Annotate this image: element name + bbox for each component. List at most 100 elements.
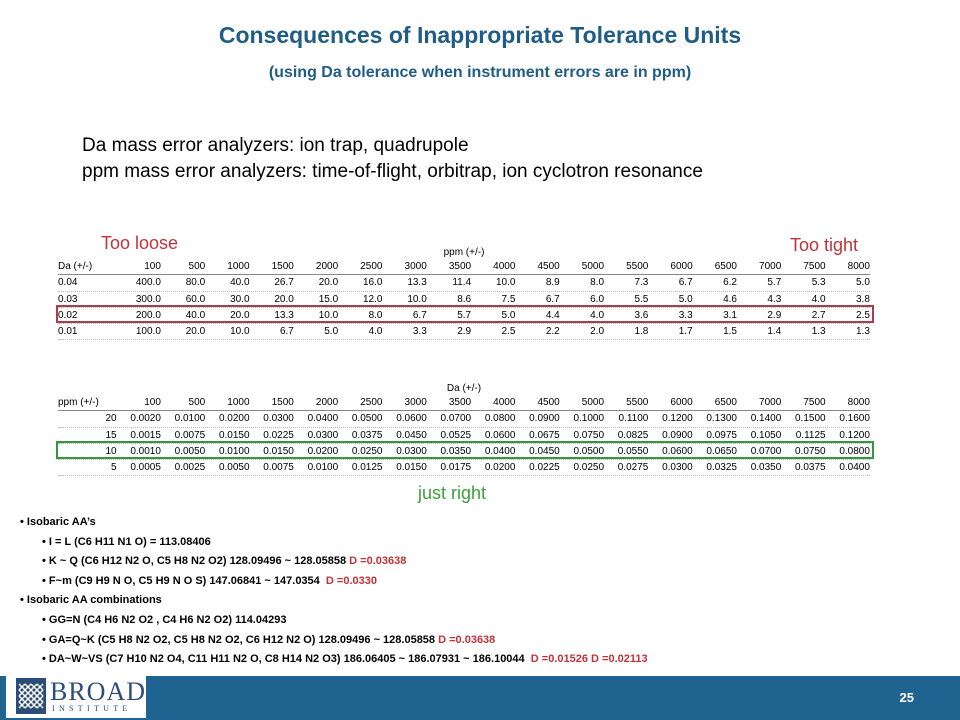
table-cell: 0.0225 [529, 462, 560, 474]
column-header: 5000 [581, 261, 605, 272]
table-cell: 3.6 [634, 309, 649, 321]
table-cell: 0.0010 [130, 445, 161, 457]
table-cell: 0.1050 [750, 429, 782, 441]
bullet-text: Isobaric AA’s [26, 516, 96, 528]
intro-line-ppm: ppm mass error analyzers: time-of-flight… [82, 161, 703, 182]
table-cell: 8.0 [368, 309, 383, 321]
row-label: 20 [105, 413, 117, 425]
table-cell: 0.0600 [396, 413, 427, 425]
table-cell: 80.0 [185, 277, 206, 289]
column-header: 7000 [759, 261, 782, 272]
logo-subtext: INSTITUTE [52, 704, 132, 713]
table-cell: 0.0025 [174, 462, 206, 474]
table-cell: 40.0 [185, 309, 206, 321]
table-cell: 0.0400 [307, 413, 339, 425]
table-cell: 0.0975 [706, 429, 737, 441]
table-cell: 0.0500 [351, 413, 383, 425]
table-cell: 0.0200 [484, 462, 516, 474]
table-cell: 4.0 [811, 293, 826, 305]
table-cell: 0.0525 [440, 429, 472, 441]
table-cell: 7.3 [634, 277, 649, 289]
column-header: 6500 [714, 397, 737, 408]
column-header: 6000 [670, 261, 693, 272]
table-cell: 6.7 [545, 293, 560, 305]
bullet-dot-icon: • [20, 516, 27, 528]
bullet-dot-icon: • [42, 613, 49, 626]
column-header: 8000 [847, 397, 870, 408]
table-cell: 2.0 [590, 326, 605, 338]
bullet-text: F~m (C9 H9 N O, C5 H9 N O S) 147.06841 ~… [48, 574, 326, 587]
table-cell: 5.7 [767, 277, 782, 289]
table-cell: 0.0075 [263, 462, 294, 474]
table-cell: 300.0 [135, 293, 161, 305]
table-cell: 6.0 [590, 293, 605, 305]
bullet-item: • Isobaric AA combinations [20, 591, 648, 611]
table-cell: 1.3 [811, 326, 826, 338]
table-cell: 7.5 [501, 293, 516, 305]
table-cell: 0.0300 [662, 462, 693, 474]
table-cell: 5.0 [501, 309, 516, 321]
table-cell: 0.0300 [263, 413, 294, 425]
table-cell: 0.1300 [706, 413, 737, 425]
table-cell: 5.0 [324, 326, 339, 338]
table-cell: 0.0900 [529, 413, 560, 425]
ppm-conversion-table: ppm (+/-) Da (+/-) 100 500 1000 1500 2000 2500 3… [58, 247, 870, 341]
table-header-row: Da (+/-) 100 500 1000 1500 2000 2500 3000 3500 40… [58, 259, 870, 276]
bullet-dot-icon: • [42, 653, 49, 666]
bullet-dot-icon: • [42, 633, 49, 646]
table-cell: 0.0250 [351, 445, 383, 457]
table-cell: 26.7 [274, 277, 294, 289]
column-header: 6500 [714, 261, 737, 272]
column-header: 1000 [227, 397, 250, 408]
table-cell: 0.0250 [573, 462, 605, 474]
just-right-highlight [56, 441, 874, 459]
table-cell: 20.0 [230, 309, 250, 321]
table-cell: 0.0200 [307, 445, 339, 457]
table-cell: 10.0 [407, 293, 427, 305]
column-header: 4000 [493, 397, 516, 408]
column-header: 100 [144, 397, 161, 408]
column-header: 3500 [448, 261, 472, 272]
table-cell: 13.3 [274, 309, 294, 321]
table-cell: 6.7 [279, 326, 294, 338]
slide-title: Consequences of Inappropriate Tolerance … [218, 22, 742, 48]
table-cell: 0.0300 [307, 429, 339, 441]
table-row: 10 0.0010 0.0050 0.0100 0.0150 0.0200 0.0250 0.… [58, 444, 870, 461]
row-label: 0.02 [58, 309, 78, 321]
table-cell: 40.0 [230, 277, 250, 289]
intro-line-da: Da mass error analyzers: ion trap, quadr… [82, 135, 469, 156]
column-header: 2000 [315, 261, 339, 272]
table-cell: 0.1200 [839, 429, 870, 441]
table-cell: 0.0100 [218, 445, 250, 457]
table-cell: 0.0900 [662, 429, 693, 441]
table-cell: 0.1000 [573, 413, 605, 425]
table-row: 5 0.0005 0.0025 0.0050 0.0075 0.0100 0.0125 0.0… [58, 460, 870, 477]
table-cell: 3.3 [412, 326, 427, 338]
table-cell: 0.1100 [618, 413, 649, 425]
too-loose-label: Too loose [101, 233, 179, 253]
table-cell: 0.0400 [839, 462, 870, 474]
table-cell: 8.9 [545, 277, 560, 289]
just-right-label: just right [418, 483, 487, 503]
table-row: 15 0.0015 0.0075 0.0150 0.0225 0.0300 0.0375 0.… [58, 428, 870, 444]
table-row: 0.02 200.0 40.0 20.0 13.3 10.0 8.0 6.7 5.7 5.0 4.4… [58, 308, 870, 325]
table-cell: 0.0275 [617, 462, 649, 474]
table-cell: 4.6 [723, 293, 737, 305]
table-cell: 0.0100 [307, 462, 339, 474]
table-cell: 30.0 [230, 293, 250, 305]
column-header: 500 [188, 397, 206, 408]
table-cell: 20.0 [185, 326, 206, 338]
intro-text: Da mass error analyzers: ion trap, quadr… [82, 133, 703, 185]
table-cell: 10.0 [230, 326, 250, 338]
table-cell: 400.0 [135, 277, 161, 289]
table-cell: 0.0075 [174, 429, 206, 441]
column-header: 7500 [803, 397, 826, 408]
table-cell: 5.0 [856, 277, 870, 289]
bullet-dot-icon: • [42, 535, 49, 548]
column-header: 7000 [759, 397, 782, 408]
row-header-label: ppm (+/-) [58, 397, 99, 408]
table-cell: 0.0800 [839, 445, 870, 457]
table-cell: 0.0400 [484, 445, 516, 457]
table-cell: 1.5 [723, 326, 737, 338]
column-header: 7500 [803, 261, 826, 272]
